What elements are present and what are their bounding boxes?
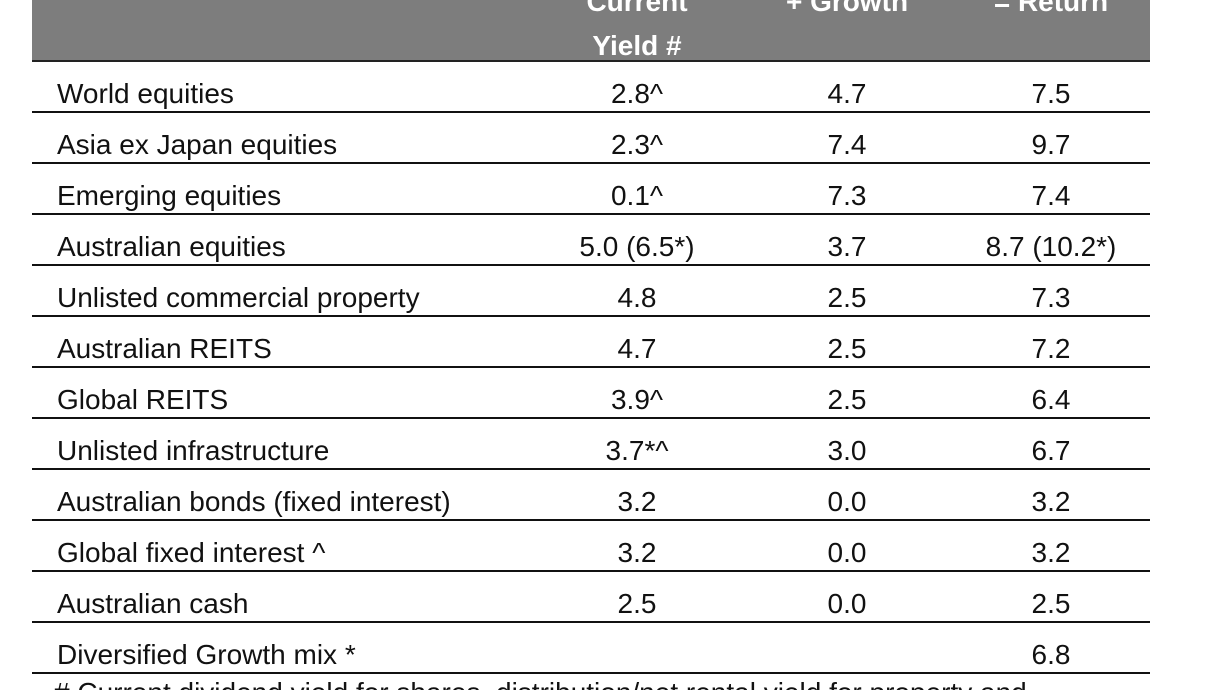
table-row: Emerging equities 0.1^ 7.3 7.4 bbox=[32, 164, 1150, 215]
yield-value: 2.8^ bbox=[610, 78, 664, 109]
asset-name: Australian equities bbox=[57, 231, 286, 262]
return-value: 2.5 bbox=[1031, 588, 1071, 619]
table-row: Global REITS 3.9^ 2.5 6.4 bbox=[32, 368, 1150, 419]
header-return: = Return bbox=[993, 0, 1109, 17]
return-value: 6.4 bbox=[1031, 384, 1071, 415]
growth-value: 2.5 bbox=[827, 282, 867, 313]
return-value: 8.7 (10.2*) bbox=[985, 231, 1117, 262]
table-footnote: # Current dividend yield for shares, dis… bbox=[54, 676, 1027, 690]
asset-name: Global fixed interest ^ bbox=[57, 537, 326, 568]
table-row: Unlisted infrastructure 3.7*^ 3.0 6.7 bbox=[32, 419, 1150, 470]
growth-value: 4.7 bbox=[827, 78, 867, 109]
table-row: World equities 2.8^ 4.7 7.5 bbox=[32, 62, 1150, 113]
asset-name: Australian REITS bbox=[57, 333, 272, 364]
header-current-yield-line1: Current bbox=[586, 0, 688, 17]
table-row: Australian REITS 4.7 2.5 7.2 bbox=[32, 317, 1150, 368]
asset-name: Australian cash bbox=[57, 588, 249, 619]
yield-value: 0.1^ bbox=[610, 180, 664, 211]
asset-name: Australian bonds (fixed interest) bbox=[57, 486, 451, 517]
return-value: 6.8 bbox=[1031, 639, 1071, 670]
table-row: Australian cash 2.5 0.0 2.5 bbox=[32, 572, 1150, 623]
yield-value: 4.7 bbox=[617, 333, 657, 364]
return-value: 7.5 bbox=[1031, 78, 1071, 109]
yield-value: 5.0 (6.5*) bbox=[579, 231, 695, 262]
table-row: Diversified Growth mix * 6.8 bbox=[32, 623, 1150, 674]
asset-name: Asia ex Japan equities bbox=[57, 129, 338, 160]
growth-value: 0.0 bbox=[827, 537, 867, 568]
return-value: 7.4 bbox=[1031, 180, 1071, 211]
return-value: 3.2 bbox=[1031, 486, 1071, 517]
growth-value: 7.3 bbox=[827, 180, 867, 211]
table-header: Current Yield # + Growth = Return bbox=[32, 0, 1150, 62]
table-row: Asia ex Japan equities 2.3^ 7.4 9.7 bbox=[32, 113, 1150, 164]
asset-name: Unlisted infrastructure bbox=[57, 435, 330, 466]
asset-name: World equities bbox=[57, 78, 234, 109]
growth-value: 7.4 bbox=[827, 129, 867, 160]
yield-value: 3.9^ bbox=[610, 384, 664, 415]
growth-value: 2.5 bbox=[827, 384, 867, 415]
header-growth: + Growth bbox=[785, 0, 909, 17]
yield-value: 3.2 bbox=[617, 486, 657, 517]
returns-table: Current Yield # + Growth = Return World … bbox=[32, 0, 1150, 674]
growth-value: 3.7 bbox=[827, 231, 867, 262]
growth-value: 2.5 bbox=[827, 333, 867, 364]
header-current-yield-line2: Yield # bbox=[592, 30, 682, 61]
return-value: 6.7 bbox=[1031, 435, 1071, 466]
growth-value: 0.0 bbox=[827, 588, 867, 619]
asset-name: Global REITS bbox=[57, 384, 229, 415]
asset-name: Unlisted commercial property bbox=[57, 282, 420, 313]
return-value: 7.3 bbox=[1031, 282, 1071, 313]
asset-name: Diversified Growth mix * bbox=[57, 639, 356, 670]
yield-value: 3.2 bbox=[617, 537, 657, 568]
growth-value: 3.0 bbox=[827, 435, 867, 466]
return-value: 9.7 bbox=[1031, 129, 1071, 160]
return-value: 3.2 bbox=[1031, 537, 1071, 568]
table-row: Australian bonds (fixed interest) 3.2 0.… bbox=[32, 470, 1150, 521]
yield-value: 4.8 bbox=[617, 282, 657, 313]
table-row: Unlisted commercial property 4.8 2.5 7.3 bbox=[32, 266, 1150, 317]
table-row: Australian equities 5.0 (6.5*) 3.7 8.7 (… bbox=[32, 215, 1150, 266]
table-row: Global fixed interest ^ 3.2 0.0 3.2 bbox=[32, 521, 1150, 572]
asset-name: Emerging equities bbox=[57, 180, 282, 211]
return-value: 7.2 bbox=[1031, 333, 1071, 364]
yield-value: 2.3^ bbox=[610, 129, 664, 160]
growth-value: 0.0 bbox=[827, 486, 867, 517]
yield-value: 3.7*^ bbox=[605, 435, 669, 466]
yield-value: 2.5 bbox=[617, 588, 657, 619]
